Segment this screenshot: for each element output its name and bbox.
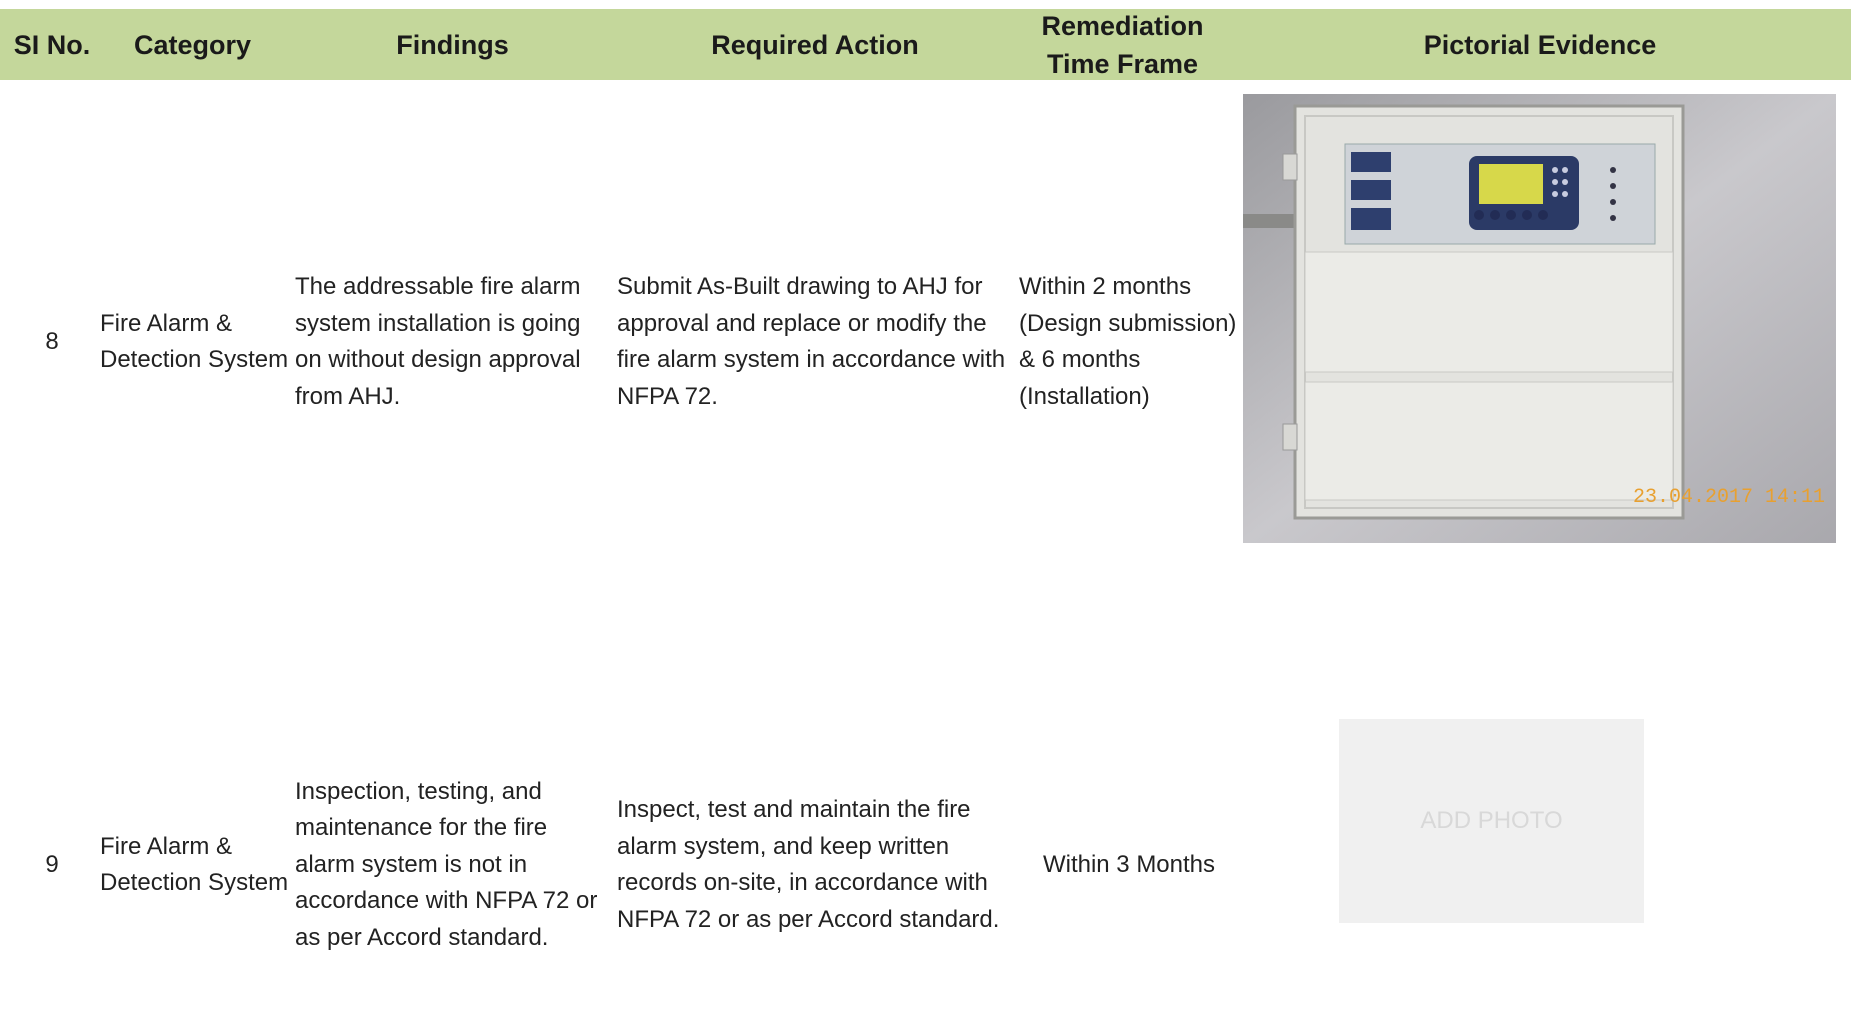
category-text: Fire Alarm & Detection System (100, 832, 289, 897)
category: Fire Alarm & Detection System (100, 700, 290, 1030)
header-bar: SI No. Category Findings Required Action… (0, 9, 1851, 80)
photo-timestamp: 23.04.2017 14:11 (1633, 486, 1825, 509)
serial-text: 8 (45, 327, 59, 355)
column-header: Required Action (711, 29, 919, 60)
time-frame-text: Within 3 Months (1042, 850, 1216, 878)
category: Fire Alarm & Detection System (100, 160, 290, 524)
time-frame: Within 2 months (Design submission) & 6 … (1019, 160, 1239, 524)
evidence-photo: 23.04.2017 14:11 (1243, 94, 1836, 543)
add-photo-placeholder[interactable]: ADD PHOTO (1339, 719, 1644, 923)
column-header: Pictorial Evidence (1423, 29, 1657, 60)
table-row: 8 Fire Alarm & Detection System The addr… (0, 160, 1240, 524)
findings-text: Inspection, testing, and maintenance for… (295, 777, 598, 951)
findings: The addressable fire alarm system instal… (295, 160, 613, 524)
document: SI No. Category Findings Required Action… (0, 9, 1851, 951)
serial-number: 9 (30, 700, 74, 1030)
action-text: Inspect, test and maintain the fire alar… (617, 796, 1000, 933)
table-row: 9 Fire Alarm & Detection System Inspecti… (0, 700, 1240, 1030)
column-header: SI No. (13, 29, 91, 60)
column-header: Category (133, 29, 252, 60)
findings: Inspection, testing, and maintenance for… (295, 700, 613, 1030)
required-action: Submit As-Built drawing to AHJ for appro… (617, 160, 1017, 524)
action-text: Submit As-Built drawing to AHJ for appro… (617, 273, 1006, 410)
column-header: Findings (396, 29, 509, 60)
serial-text: 9 (45, 850, 59, 878)
category-text: Fire Alarm & Detection System (100, 309, 289, 374)
serial-number: 8 (30, 160, 74, 524)
page: Fire Alarm Findings html, body { margin:… (0, 9, 1851, 951)
findings-text: The addressable fire alarm system instal… (295, 273, 581, 410)
column-header: Remediation Time Frame (1041, 10, 1204, 79)
required-action: Inspect, test and maintain the fire alar… (617, 700, 1017, 1030)
time-frame: Within 3 Months (1019, 700, 1239, 1030)
time-frame-text: Within 2 months (Design submission) & 6 … (1019, 273, 1237, 410)
